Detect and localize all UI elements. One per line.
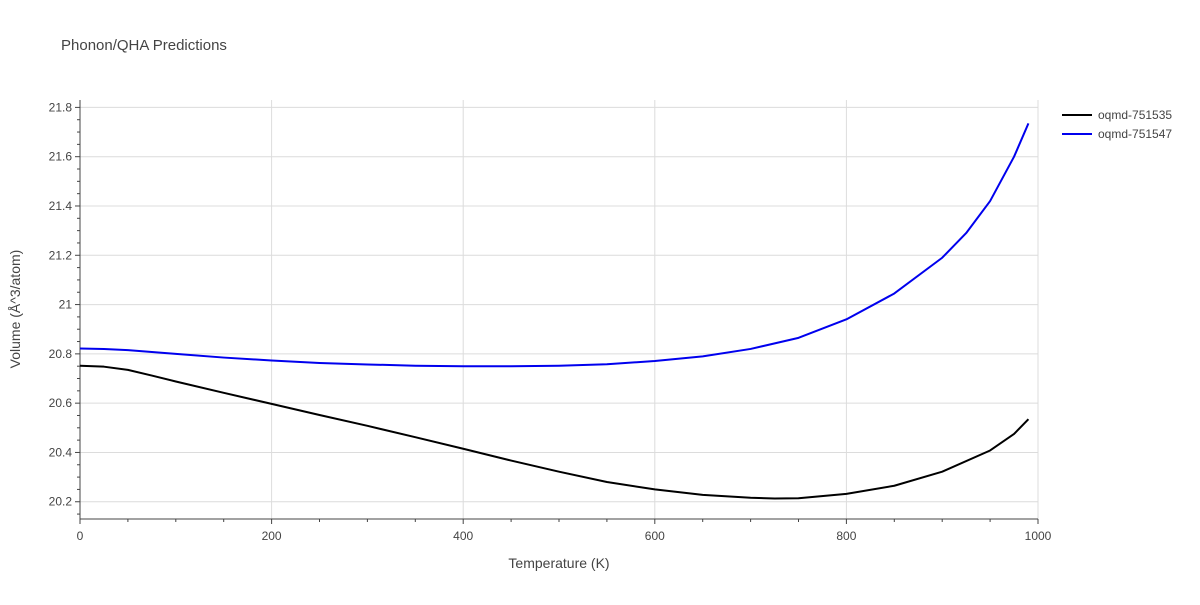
x-tick-label: 200 xyxy=(262,529,282,543)
y-tick-label: 21.2 xyxy=(49,248,73,262)
series-line-oqmd-751547 xyxy=(79,123,1030,368)
tick-labels: 0 200 400 600 800 1000 20.2 20.4 20.6 20.8 21 21.2 2… xyxy=(49,100,1052,543)
legend[interactable]: oqmd-751535 oqmd-751547 xyxy=(1062,108,1172,141)
x-tick-label: 400 xyxy=(453,529,473,543)
x-axis-title: Temperature (K) xyxy=(508,555,609,571)
y-tick-label: 21.6 xyxy=(49,150,73,164)
legend-label: oqmd-751547 xyxy=(1098,127,1172,141)
chart-title: Phonon/QHA Predictions xyxy=(61,37,227,54)
y-tick-label: 20.8 xyxy=(49,347,73,361)
y-axis-title: Volume (Å^3/atom) xyxy=(7,250,23,369)
x-tick-label: 1000 xyxy=(1025,529,1052,543)
grid-lines xyxy=(80,100,1039,519)
x-tick-label: 0 xyxy=(77,529,84,543)
y-tick-label: 20.2 xyxy=(49,495,73,509)
y-tick-label: 21.4 xyxy=(49,199,73,213)
legend-item-oqmd-751547[interactable]: oqmd-751547 xyxy=(1062,127,1172,141)
series-line-oqmd-751535 xyxy=(79,364,1030,500)
x-tick-label: 800 xyxy=(836,529,856,543)
series-lines xyxy=(79,123,1030,500)
y-tick-label: 21 xyxy=(59,298,73,312)
y-tick-label: 20.6 xyxy=(49,396,73,410)
y-tick-label: 20.4 xyxy=(49,445,73,459)
legend-label: oqmd-751535 xyxy=(1098,108,1172,122)
axes xyxy=(75,100,1039,524)
y-tick-label: 21.8 xyxy=(49,100,73,114)
legend-item-oqmd-751535[interactable]: oqmd-751535 xyxy=(1062,108,1172,122)
x-tick-label: 600 xyxy=(645,529,665,543)
